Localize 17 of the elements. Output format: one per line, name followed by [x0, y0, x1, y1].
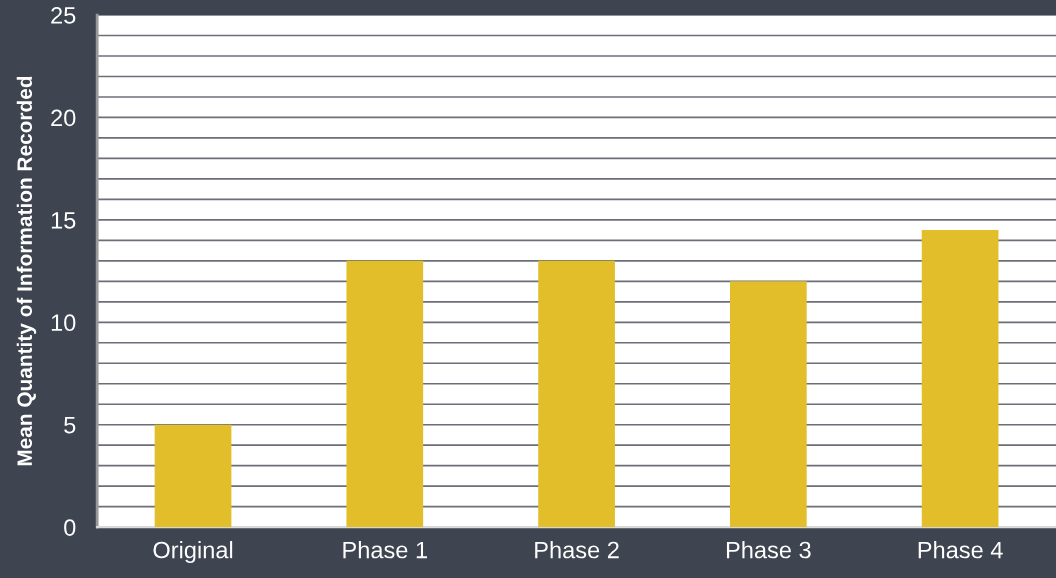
bar	[346, 260, 424, 528]
bar	[729, 281, 807, 528]
x-tick-label: Phase 3	[726, 541, 811, 559]
y-tick-label: 10	[51, 314, 76, 332]
y-tick-label: 5	[64, 417, 76, 434]
bar	[538, 260, 615, 528]
x-tick-label: Phase 2	[535, 541, 619, 559]
y-axis-title: Mean Quantity of Information Recorded	[16, 76, 37, 466]
y-tick-label: 20	[51, 109, 76, 127]
x-tick-label: Phase 1	[343, 541, 427, 559]
y-tick-label: 0	[64, 519, 76, 536]
bar	[921, 230, 999, 528]
bar	[154, 424, 232, 528]
y-tick-label: 25	[51, 7, 76, 24]
y-tick-label: 15	[51, 212, 76, 229]
x-tick-label: Original	[153, 541, 233, 564]
x-tick-label: Phase 4	[918, 541, 1003, 559]
